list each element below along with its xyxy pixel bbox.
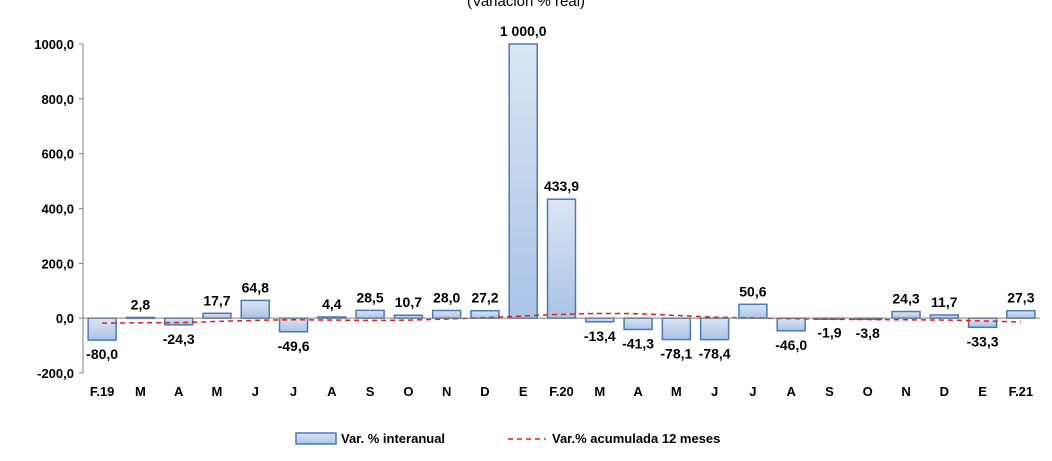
x-tick-label: S — [825, 384, 834, 399]
bar — [891, 310, 921, 319]
y-axis: 1000,0 800,0 600,0 400,0 200,0 0,0 -200,0 — [34, 37, 84, 381]
x-tick-label: F.19 — [90, 384, 115, 399]
y-tick-label: 200,0 — [41, 256, 74, 271]
legend-bar-swatch — [295, 432, 337, 445]
bar-data-label: -1,9 — [817, 325, 841, 341]
bar — [699, 317, 730, 341]
data-labels: -80,0 2,8 -24,3 17,7 64,8 -49,6 4,4 28,5 10,7 28,… — [86, 23, 1035, 362]
line-series — [102, 312, 1021, 324]
bar-data-label: 1 000,0 — [500, 23, 547, 39]
bar-data-label: 433,9 — [544, 178, 579, 194]
bar — [585, 317, 615, 323]
legend-bar-label: Var. % interanual — [341, 431, 445, 446]
bar — [355, 309, 385, 319]
bar-data-label: -41,3 — [622, 335, 654, 351]
x-tick-label: F.21 — [1009, 384, 1034, 399]
x-tick-label: N — [442, 384, 451, 399]
x-tick-label: M — [135, 384, 146, 399]
bar — [240, 299, 271, 319]
bar — [623, 317, 653, 331]
chart-title: (Variación % real) — [467, 0, 585, 10]
line-path — [102, 312, 1021, 324]
bar — [508, 43, 538, 319]
bar-data-label: 27,2 — [471, 290, 498, 306]
bar — [1006, 309, 1036, 319]
bar-data-label: -78,1 — [660, 346, 692, 362]
bar — [163, 317, 194, 326]
x-tick-label: M — [671, 384, 682, 399]
x-tick-label: D — [480, 384, 489, 399]
bar — [776, 317, 806, 332]
bar-data-label: -3,8 — [856, 325, 880, 341]
y-tick-label: 800,0 — [41, 92, 74, 107]
y-tick-label: 1000,0 — [34, 37, 74, 52]
legend: Var. % interanual Var.% acumulada 12 mes… — [295, 431, 720, 446]
bar — [661, 317, 692, 341]
bar-data-label: -49,6 — [278, 338, 310, 354]
x-tick-label: A — [786, 384, 796, 399]
bar — [202, 312, 232, 319]
y-tick-label: 600,0 — [41, 147, 74, 162]
x-tick-label: J — [711, 384, 718, 399]
x-tick-label: A — [327, 384, 337, 399]
x-tick-label: O — [403, 384, 413, 399]
x-tick-label: A — [174, 384, 184, 399]
x-tick-label: N — [901, 384, 910, 399]
x-tick-label: E — [519, 384, 528, 399]
bar-data-label: 2,8 — [131, 296, 151, 312]
y-tick-label: 0,0 — [56, 311, 74, 326]
x-tick-label: M — [594, 384, 605, 399]
bar-data-label: 24,3 — [892, 291, 919, 307]
bar-data-label: -46,0 — [775, 337, 807, 353]
bar-data-label: 10,7 — [395, 294, 422, 310]
y-tick-label: -200,0 — [37, 366, 74, 381]
x-tick-label: J — [252, 384, 259, 399]
bar-data-label: 17,7 — [203, 292, 230, 308]
bar — [87, 317, 117, 341]
bar-data-label: 28,5 — [356, 289, 383, 305]
bar — [546, 198, 577, 319]
x-tick-label: J — [749, 384, 756, 399]
x-tick-label: D — [940, 384, 949, 399]
bar — [431, 309, 462, 319]
bar-data-label: 50,6 — [739, 283, 766, 299]
legend-line-label: Var.% acumulada 12 meses — [552, 431, 720, 446]
x-tick-label: J — [290, 384, 297, 399]
bar-data-label: -24,3 — [163, 331, 195, 347]
bar-data-label: 4,4 — [322, 296, 342, 312]
bar-data-label: -78,4 — [699, 346, 731, 362]
x-tick-label: F.20 — [549, 384, 574, 399]
x-tick-label: E — [978, 384, 987, 399]
x-tick-label: M — [212, 384, 223, 399]
x-tick-label: O — [863, 384, 873, 399]
bar-data-label: -80,0 — [86, 346, 118, 362]
x-tick-label: A — [633, 384, 643, 399]
bar-data-label: 27,3 — [1007, 290, 1034, 306]
x-axis: F.19 M A M J J A S O N D E F.20 M A M J J A S O N D E F.21 — [83, 317, 1040, 399]
y-tick-label: 400,0 — [41, 202, 74, 217]
bar-data-label: 64,8 — [242, 279, 269, 295]
bar-data-label: -13,4 — [584, 328, 616, 344]
bar-data-label: 28,0 — [433, 289, 460, 305]
bar — [738, 303, 768, 319]
bar — [967, 317, 998, 329]
bar-data-label: -33,3 — [967, 333, 999, 349]
bar-data-label: 11,7 — [931, 294, 958, 310]
x-tick-label: S — [366, 384, 375, 399]
